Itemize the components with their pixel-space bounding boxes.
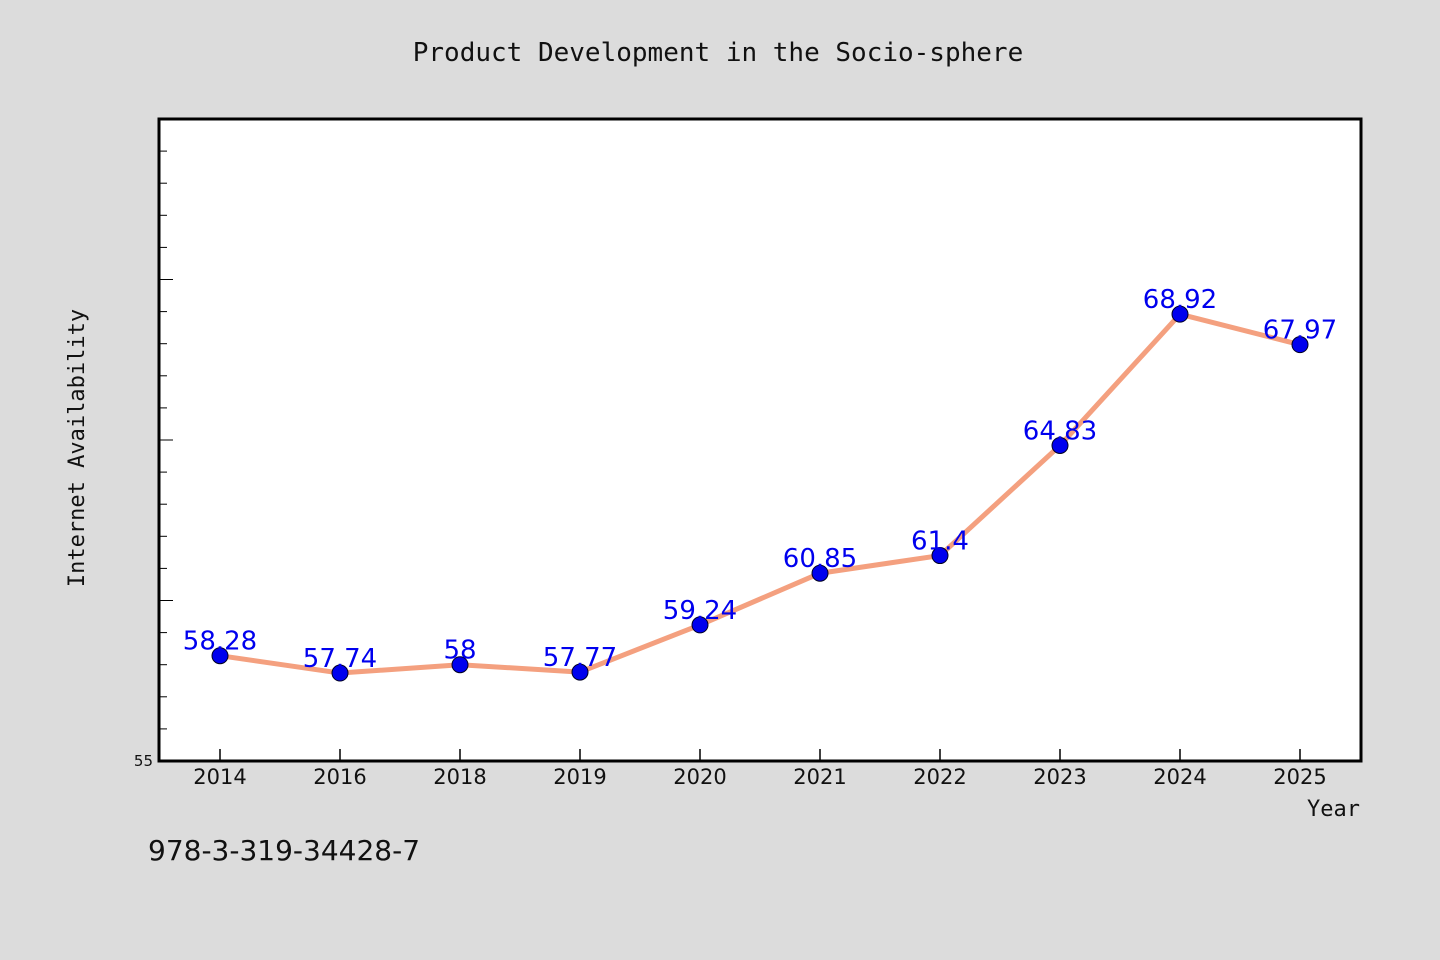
data-point: [211, 647, 229, 665]
data-label: 61.4: [911, 527, 969, 557]
data-point: [331, 664, 349, 682]
data-label: 64.83: [1023, 416, 1097, 446]
data-label: 59.24: [663, 596, 737, 626]
y-axis-tick-labels: 55: [134, 752, 153, 770]
x-axis-tick-labels: 2014 2016 2018 2019 2020 2021 2022 2023 2024 2025: [193, 765, 1326, 789]
x-tick-label: 2016: [313, 765, 366, 789]
data-markers: [211, 305, 1309, 682]
x-tick-label: 2014: [193, 765, 246, 789]
data-label: 60.85: [783, 544, 857, 574]
isbn-caption: 978-3-319-34428-7: [148, 834, 421, 867]
y-tick-label: 55: [134, 752, 153, 770]
data-label: 68.92: [1143, 285, 1217, 315]
y-axis-label: Internet Availability: [65, 309, 90, 587]
x-tick-label: 2021: [793, 765, 846, 789]
data-label: 67.97: [1263, 316, 1337, 346]
data-label: 57.77: [543, 643, 617, 673]
x-tick-label: 2022: [913, 765, 966, 789]
y-axis-ticks: [159, 118, 173, 762]
data-point: [691, 616, 709, 634]
x-tick-label: 2019: [553, 765, 606, 789]
data-label: 57.74: [303, 644, 377, 674]
data-point: [1291, 336, 1309, 354]
series-line: [217, 311, 1303, 676]
x-axis-label: Year: [1307, 797, 1360, 822]
x-tick-label: 2020: [673, 765, 726, 789]
data-point: [571, 663, 589, 681]
data-label: 58: [443, 636, 476, 666]
data-point: [931, 547, 949, 565]
x-tick-label: 2024: [1153, 765, 1206, 789]
series-line-group: [217, 311, 1303, 676]
chart-title: Product Development in the Socio-sphere: [413, 38, 1023, 68]
x-tick-label: 2025: [1273, 765, 1326, 789]
data-label: 58.28: [183, 627, 257, 657]
data-point: [1051, 436, 1069, 454]
data-point: [451, 656, 469, 674]
data-labels: 58.28 57.74 58 57.77 59.24 60.85 61.4 64.83 68.9…: [183, 285, 1337, 674]
x-axis-ticks: [219, 749, 1301, 761]
x-tick-label: 2023: [1033, 765, 1086, 789]
plot-area: [157, 117, 1363, 763]
data-point: [811, 564, 829, 582]
x-tick-label: 2018: [433, 765, 486, 789]
data-point: [1171, 305, 1189, 323]
